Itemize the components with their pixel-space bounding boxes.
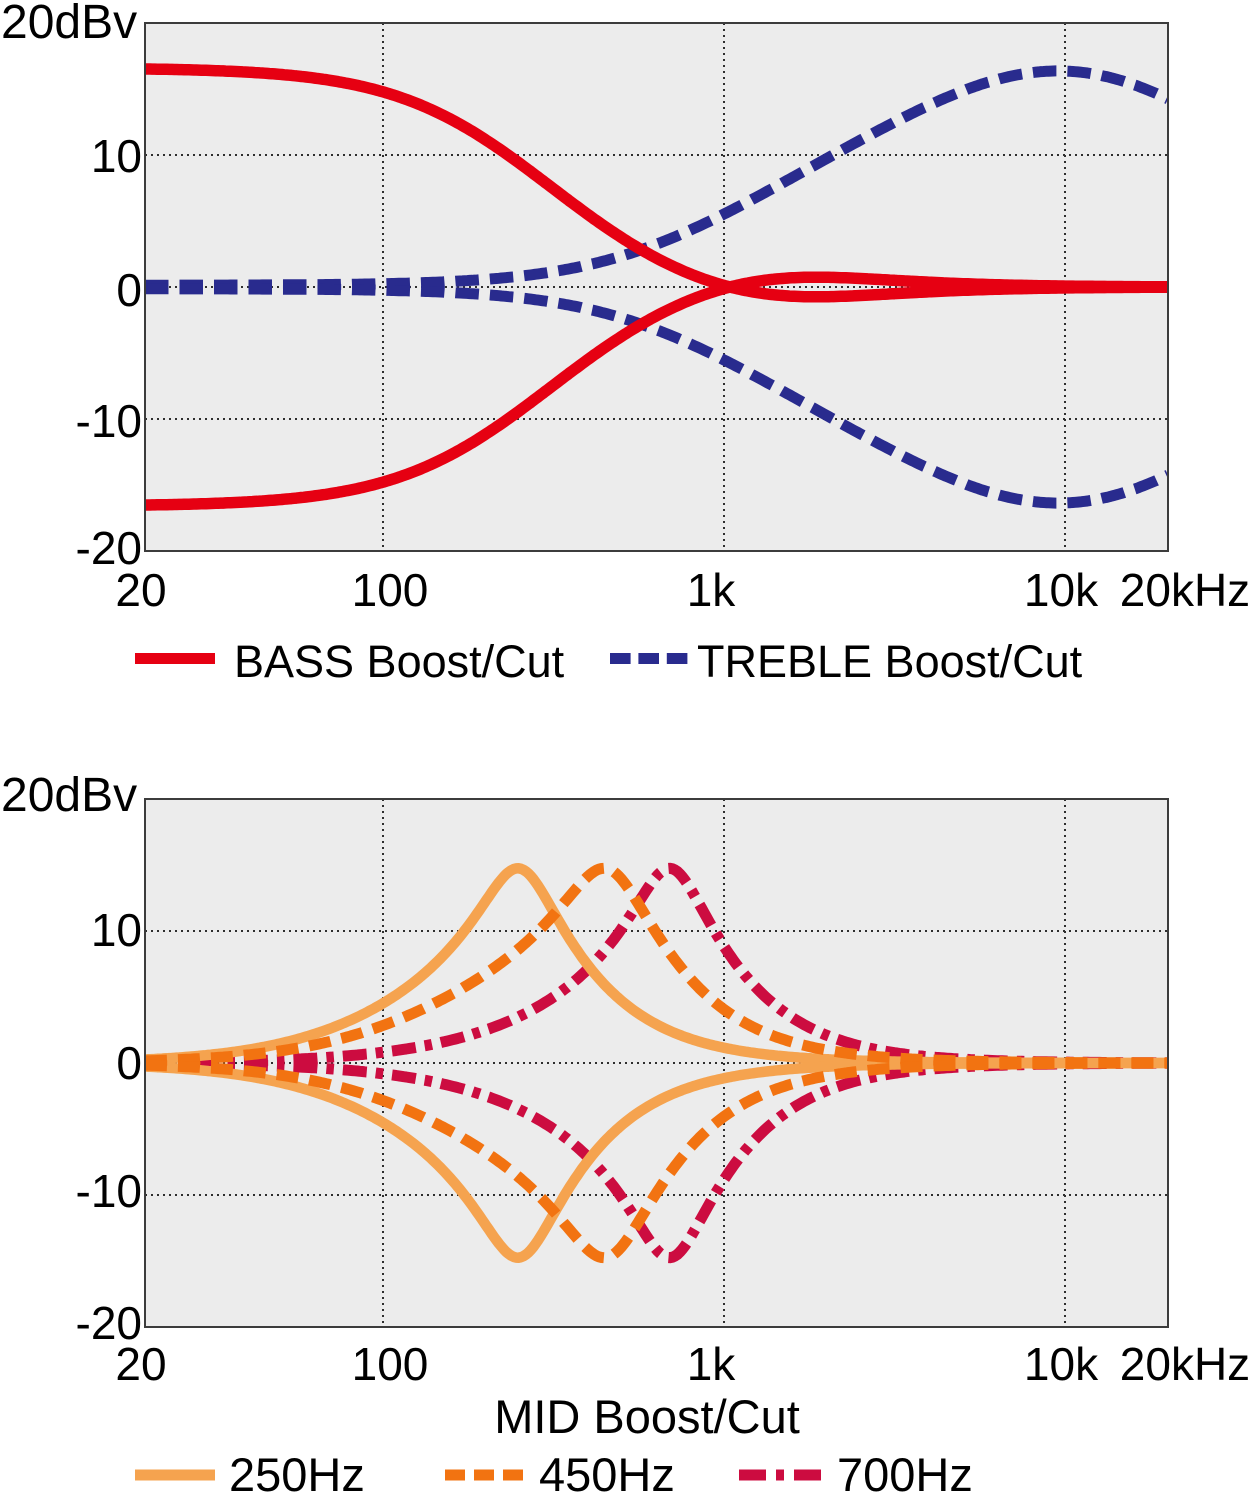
svg-text:-20: -20	[76, 1297, 142, 1349]
svg-text:BASS Boost/Cut: BASS Boost/Cut	[234, 636, 565, 687]
svg-text:0: 0	[116, 1037, 142, 1089]
svg-text:20: 20	[115, 1338, 166, 1390]
svg-text:10k: 10k	[1024, 564, 1099, 616]
svg-text:20kHz: 20kHz	[1120, 564, 1249, 616]
svg-text:0: 0	[116, 264, 142, 316]
svg-text:450Hz: 450Hz	[539, 1448, 675, 1500]
svg-text:20kHz: 20kHz	[1120, 1338, 1249, 1390]
svg-text:100: 100	[352, 1338, 429, 1390]
svg-text:1k: 1k	[687, 564, 737, 616]
svg-text:20: 20	[115, 564, 166, 616]
svg-text:250Hz: 250Hz	[229, 1448, 365, 1500]
svg-text:-10: -10	[76, 1165, 142, 1217]
svg-text:100: 100	[352, 564, 429, 616]
svg-text:10: 10	[91, 130, 142, 182]
svg-text:1k: 1k	[687, 1338, 737, 1390]
svg-text:-10: -10	[76, 395, 142, 447]
svg-text:TREBLE Boost/Cut: TREBLE Boost/Cut	[697, 636, 1083, 687]
svg-text:10k: 10k	[1024, 1338, 1099, 1390]
svg-text:-20: -20	[76, 522, 142, 574]
svg-text:20dBv: 20dBv	[1, 769, 137, 822]
svg-text:700Hz: 700Hz	[837, 1448, 973, 1500]
svg-text:10: 10	[91, 904, 142, 956]
svg-text:MID Boost/Cut: MID Boost/Cut	[494, 1390, 800, 1443]
svg-text:20dBv: 20dBv	[1, 0, 137, 49]
